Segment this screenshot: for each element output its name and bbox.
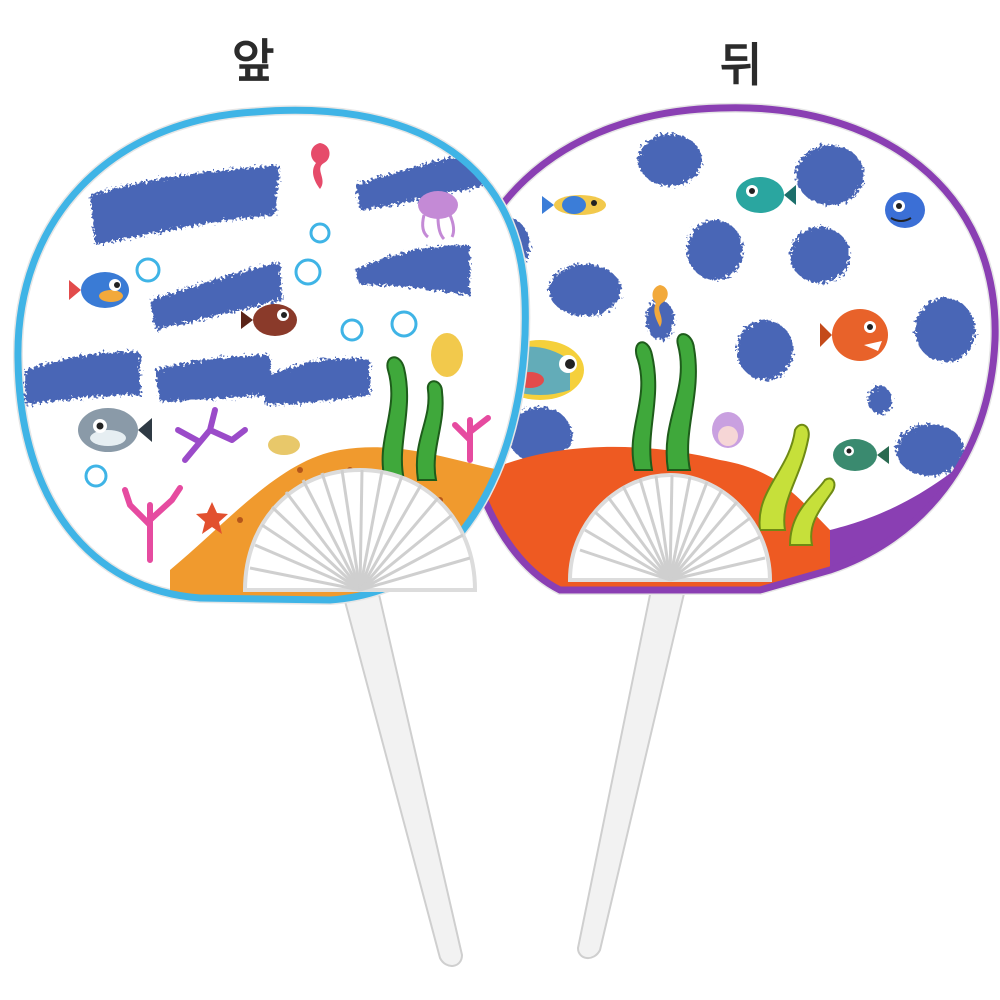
front-side-label: 앞 [232, 34, 275, 88]
front-fan-handle [340, 589, 464, 967]
back-side-label: 뒤 [720, 38, 763, 92]
back-fan [449, 102, 1000, 595]
back-seaweed [631, 333, 836, 546]
front-feathers [25, 145, 515, 405]
front-fan-rim [14, 106, 529, 604]
front-corals [122, 407, 491, 563]
front-fan [12, 105, 531, 606]
back-fan-ribs [567, 472, 773, 582]
front-bubbles [84, 222, 418, 488]
front-seaweed [381, 356, 444, 481]
back-fan-handle [576, 584, 688, 959]
front-fan-ribs [242, 467, 478, 592]
front-fish-stickers [69, 143, 463, 534]
